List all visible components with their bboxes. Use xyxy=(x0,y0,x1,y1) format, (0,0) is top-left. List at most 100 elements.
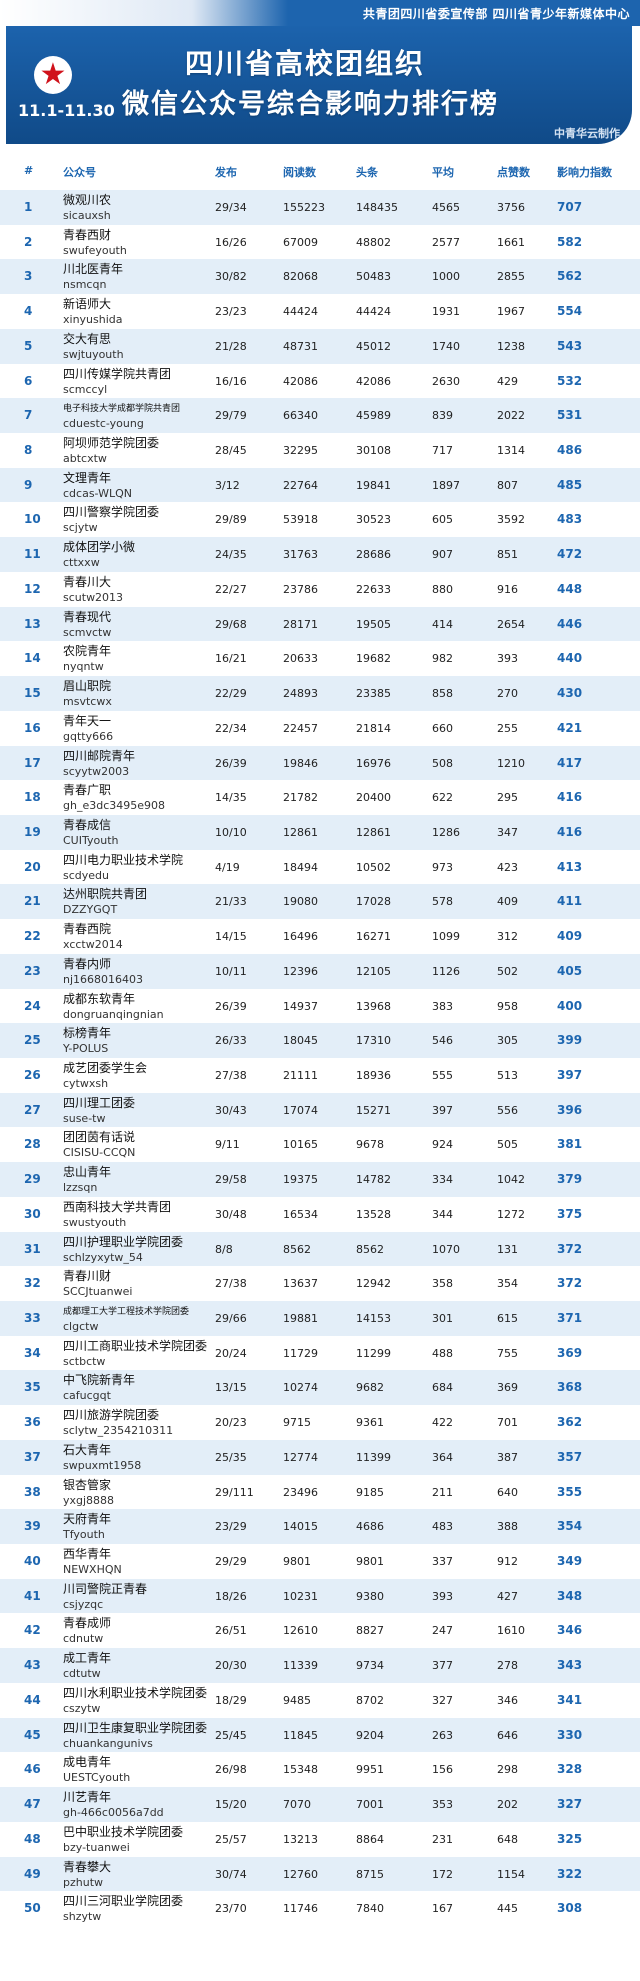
headline-reads: 30523 xyxy=(356,513,391,527)
table-row: 34 四川工商职业技术学院团委 sctbctw 20/24 11729 11299 488 7… xyxy=(0,1335,640,1371)
like-count: 388 xyxy=(497,1520,518,1534)
account-name: 四川工商职业技术学院团委 xyxy=(63,1338,208,1353)
headline-reads: 21814 xyxy=(356,721,391,735)
table-row: 33 成都理工大学工程技术学院团委 clgctw 29/66 19881 14153 301… xyxy=(0,1301,640,1336)
headline-reads: 45989 xyxy=(356,409,391,423)
average-reads: 1126 xyxy=(432,964,460,978)
account-id: swpuxmt1958 xyxy=(63,1458,142,1472)
publish-count: 27/38 xyxy=(215,1068,247,1082)
account-id: CUITyouth xyxy=(63,833,119,847)
rank-cell: 32 xyxy=(24,1276,41,1291)
influence-index: 348 xyxy=(557,1588,583,1603)
rank-cell: 6 xyxy=(24,373,33,388)
read-count: 18494 xyxy=(283,860,318,874)
average-reads: 383 xyxy=(432,999,453,1013)
headline-reads: 44424 xyxy=(356,305,391,319)
account-id: chuankangunivs xyxy=(63,1736,153,1750)
rank-cell: 44 xyxy=(24,1692,41,1707)
influence-index: 532 xyxy=(557,373,583,388)
rank-cell: 15 xyxy=(24,686,41,701)
headline-reads: 9682 xyxy=(356,1381,384,1395)
account-id: scjytw xyxy=(63,521,98,535)
read-count: 23496 xyxy=(283,1485,318,1499)
influence-index: 448 xyxy=(557,581,583,596)
table-row: 8 阿坝师范学院团委 abtcxtw 28/45 32295 30108 717 1314 48… xyxy=(0,433,640,468)
publish-count: 10/11 xyxy=(215,964,247,978)
influence-index: 472 xyxy=(557,547,583,562)
like-count: 387 xyxy=(497,1450,518,1464)
like-count: 347 xyxy=(497,825,518,839)
rank-cell: 8 xyxy=(24,443,33,458)
headline-reads: 9380 xyxy=(356,1589,384,1603)
read-count: 16534 xyxy=(283,1207,318,1221)
read-count: 17074 xyxy=(283,1103,318,1117)
average-reads: 393 xyxy=(432,1589,453,1603)
publish-count: 13/15 xyxy=(215,1381,247,1395)
account-id: dongruanqingnian xyxy=(63,1007,164,1021)
rank-cell: 7 xyxy=(24,408,33,423)
publish-count: 16/26 xyxy=(215,235,247,249)
like-count: 270 xyxy=(497,687,518,701)
read-count: 20633 xyxy=(283,652,318,666)
like-count: 2654 xyxy=(497,617,525,631)
influence-index: 409 xyxy=(557,929,583,944)
publish-count: 29/79 xyxy=(215,409,247,423)
read-count: 24893 xyxy=(283,687,318,701)
headline-reads: 18936 xyxy=(356,1068,391,1082)
table-row: 15 眉山职院 msvtcwx 22/29 24893 23385 858 270 430 xyxy=(0,676,640,711)
rank-cell: 33 xyxy=(24,1311,41,1325)
account-id: cdnutw xyxy=(63,1632,104,1646)
account-id: scyytw2003 xyxy=(63,764,130,778)
influence-index: 430 xyxy=(557,686,583,701)
account-id: lzzsqn xyxy=(63,1181,98,1195)
table-row: 41 川司警院正青春 csjyzqc 18/26 10231 9380 393 427 348 xyxy=(0,1578,640,1614)
rank-cell: 10 xyxy=(24,512,41,527)
table-row: 32 青春川财 SCCJtuanwei 27/38 13637 12942 358 354 37… xyxy=(0,1266,640,1301)
rank-cell: 48 xyxy=(24,1831,41,1846)
account-name: 四川警察学院团委 xyxy=(63,505,160,520)
col-reads: 阅读数 xyxy=(283,166,316,179)
like-count: 3756 xyxy=(497,201,525,214)
headline-reads: 50483 xyxy=(356,270,391,284)
publish-count: 30/48 xyxy=(215,1207,247,1221)
account-name: 四川卫生康复职业学院团委 xyxy=(63,1720,208,1735)
headline-reads: 8827 xyxy=(356,1624,384,1638)
read-count: 21111 xyxy=(283,1068,318,1082)
account-id: nsmcqn xyxy=(63,278,107,292)
rank-cell: 49 xyxy=(24,1866,41,1881)
account-name: 巴中职业技术学院团委 xyxy=(63,1824,184,1839)
account-name: 微观川农 xyxy=(63,193,112,207)
influence-index: 417 xyxy=(557,755,583,770)
headline-reads: 9801 xyxy=(356,1555,384,1569)
account-name: 青春川大 xyxy=(63,574,112,589)
read-count: 11845 xyxy=(283,1728,318,1742)
influence-index: 325 xyxy=(557,1831,583,1846)
average-reads: 337 xyxy=(432,1555,453,1569)
average-reads: 2630 xyxy=(432,374,460,388)
headline-reads: 11299 xyxy=(356,1346,391,1360)
influence-index: 341 xyxy=(557,1692,583,1707)
average-reads: 364 xyxy=(432,1450,453,1464)
influence-index: 554 xyxy=(557,304,583,319)
average-reads: 555 xyxy=(432,1068,453,1082)
read-count: 18045 xyxy=(283,1034,318,1048)
rank-cell: 1 xyxy=(24,200,33,214)
average-reads: 660 xyxy=(432,721,453,735)
rank-cell: 41 xyxy=(24,1588,41,1603)
publish-count: 20/23 xyxy=(215,1416,247,1430)
rank-cell: 36 xyxy=(24,1415,41,1430)
account-name: 西南科技大学共青团 xyxy=(63,1199,172,1214)
account-name: 四川水利职业技术学院团委 xyxy=(63,1685,208,1700)
headline-reads: 15271 xyxy=(356,1103,391,1117)
influence-index: 372 xyxy=(557,1241,583,1256)
account-id: sclytw_2354210311 xyxy=(63,1424,174,1438)
read-count: 10231 xyxy=(283,1589,318,1603)
account-name: 中飞院新青年 xyxy=(63,1373,136,1388)
like-count: 807 xyxy=(497,478,518,492)
influence-index: 707 xyxy=(557,200,583,214)
like-count: 255 xyxy=(497,721,518,735)
publish-count: 25/35 xyxy=(215,1450,247,1464)
read-count: 48731 xyxy=(283,339,318,353)
publish-count: 29/111 xyxy=(215,1485,254,1499)
table-row: 3 川北医青年 nsmcqn 30/82 82068 50483 1000 2855 562 xyxy=(0,259,640,295)
